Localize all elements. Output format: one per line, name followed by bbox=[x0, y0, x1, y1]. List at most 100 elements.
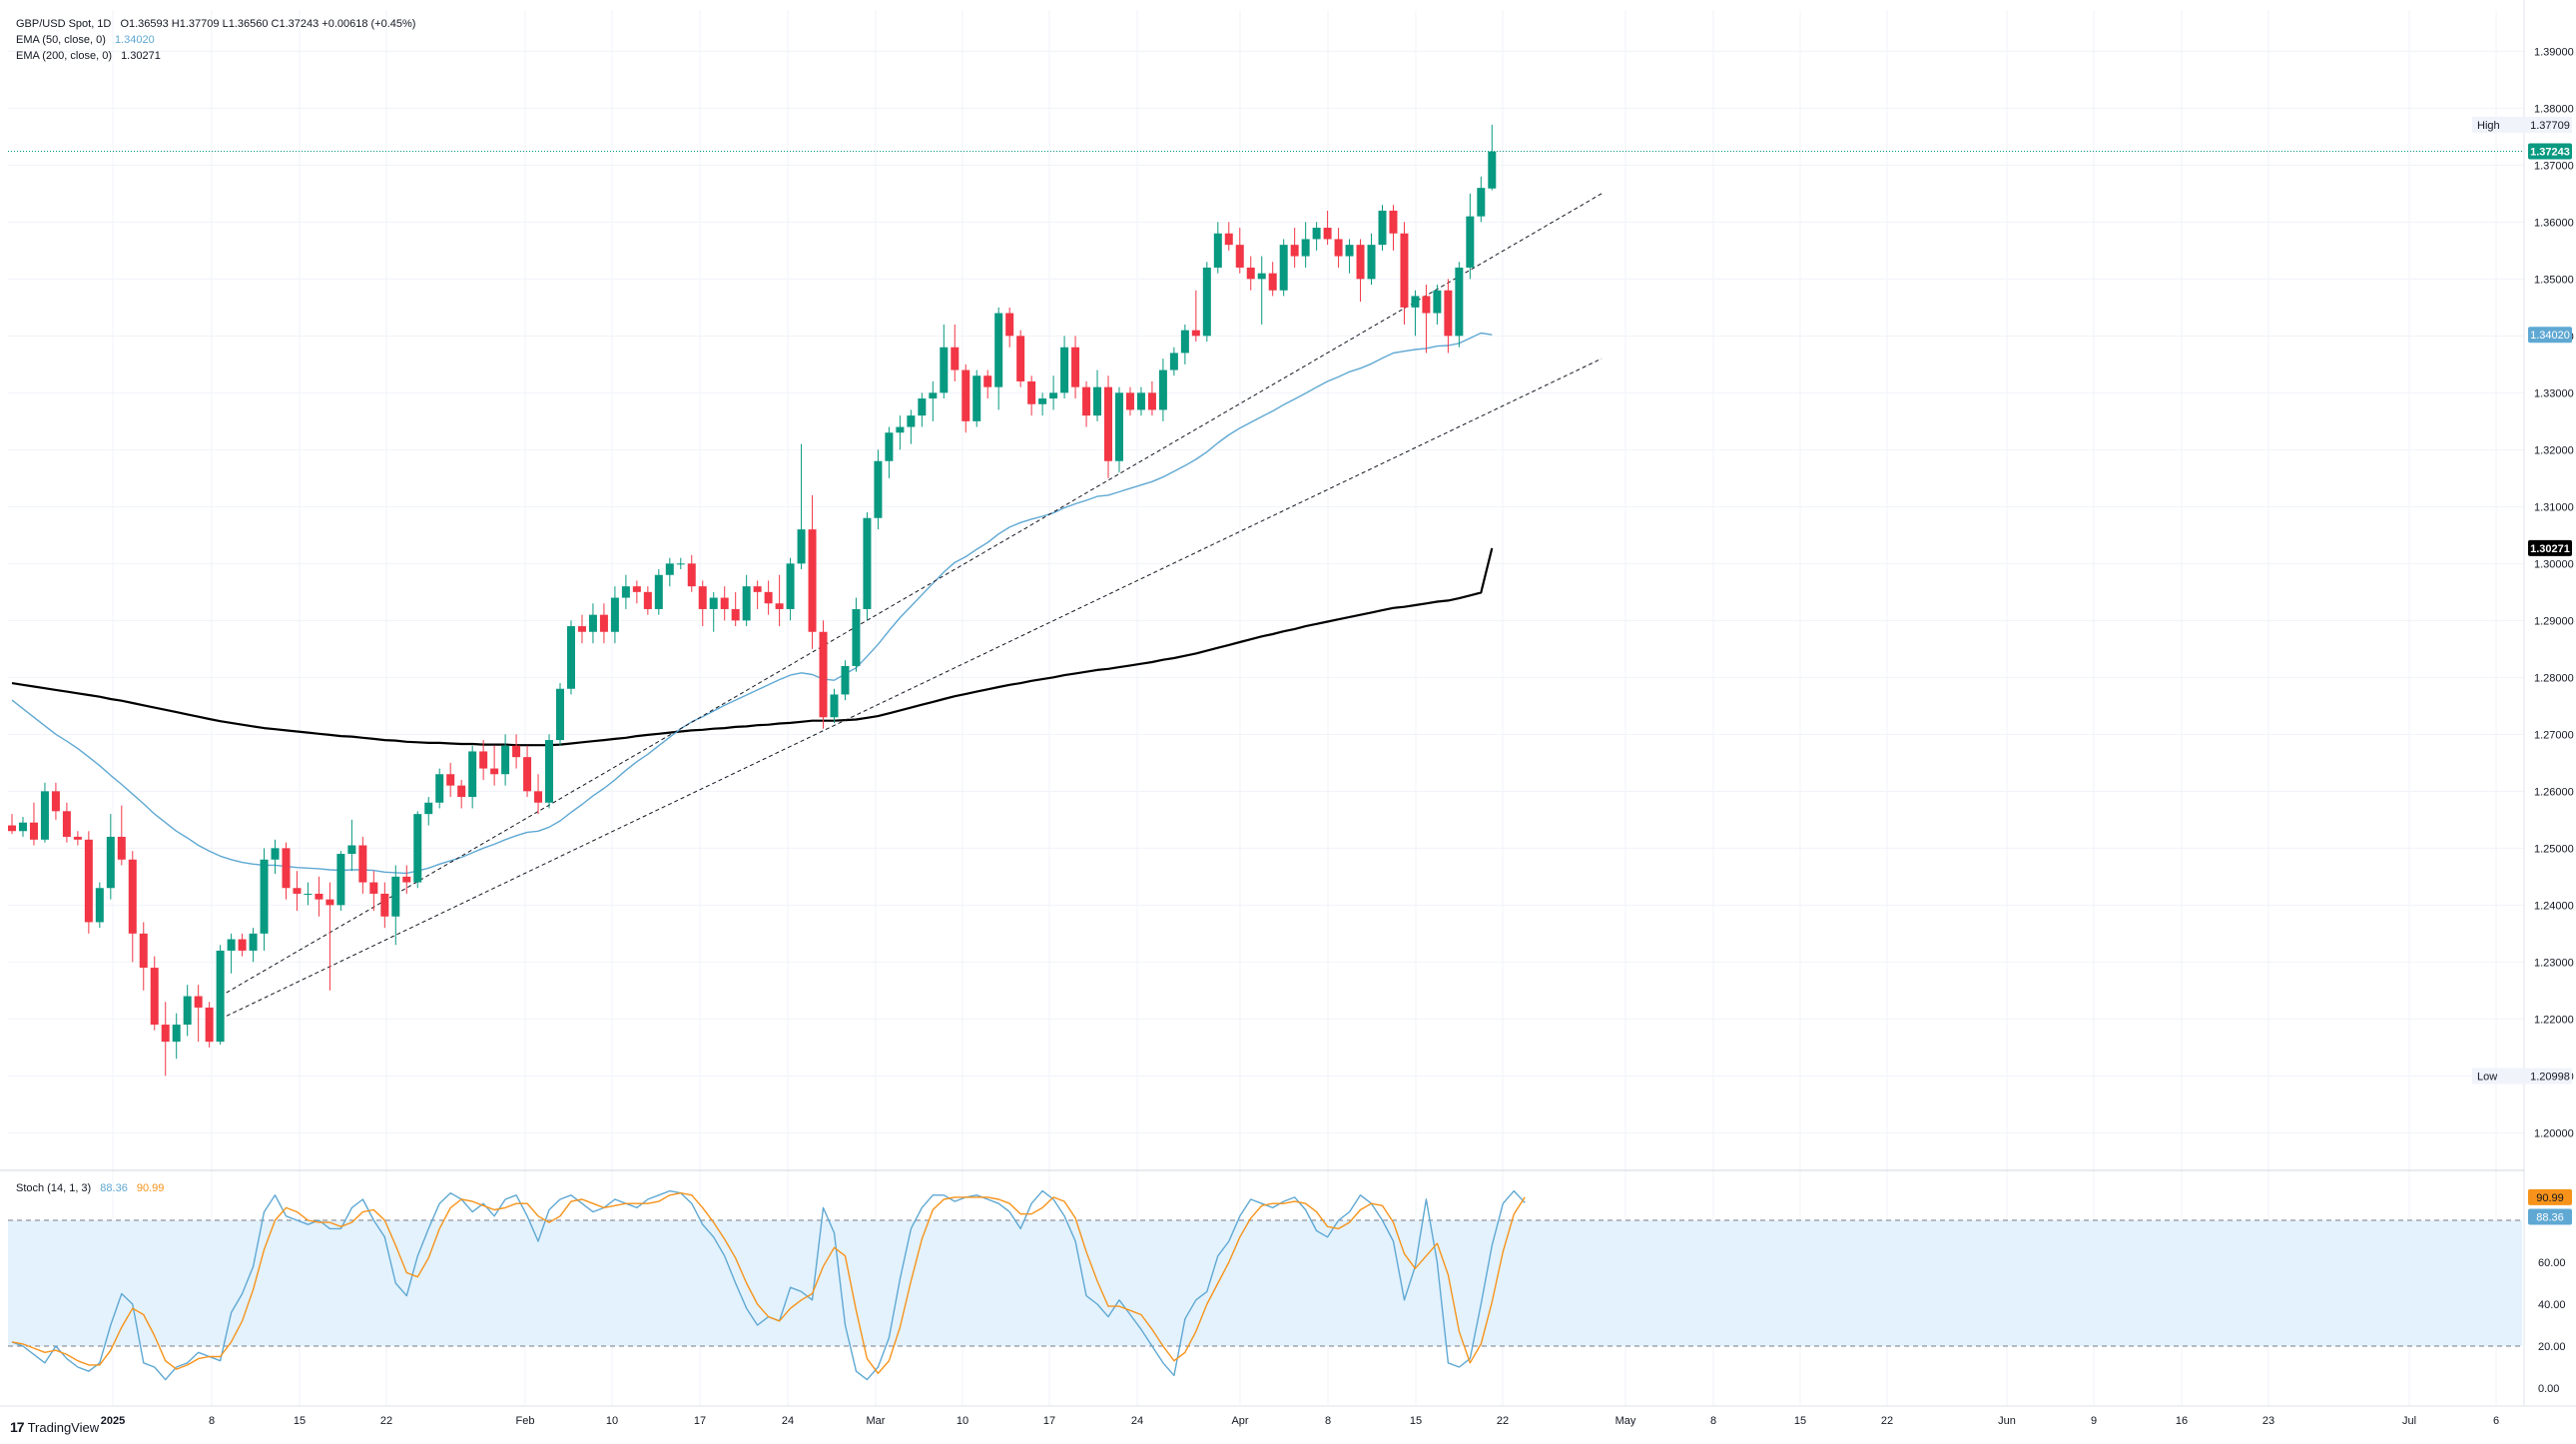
time-tick-label: 8 bbox=[1325, 1415, 1331, 1427]
candle-body bbox=[731, 608, 740, 621]
candle-body bbox=[1125, 392, 1134, 410]
candle-body bbox=[402, 876, 411, 883]
candle bbox=[534, 774, 543, 815]
candle bbox=[896, 415, 905, 450]
price-tick-label: 1.29000 bbox=[2534, 615, 2574, 627]
candle-body bbox=[599, 614, 608, 632]
candle-body bbox=[479, 751, 488, 769]
candle-body bbox=[391, 876, 400, 917]
ema200-value: 1.30271 bbox=[121, 50, 161, 62]
stoch-d-path bbox=[11, 1191, 1526, 1375]
ema50-label: EMA (50, close, 0) bbox=[16, 34, 106, 46]
candle bbox=[106, 814, 115, 900]
candle bbox=[1038, 392, 1047, 416]
candle-body bbox=[73, 836, 82, 840]
price-tick-label: 1.23000 bbox=[2534, 957, 2574, 969]
time-tick-label: Apr bbox=[1231, 1415, 1248, 1427]
time-tick-label: 15 bbox=[1410, 1415, 1422, 1427]
candle-body bbox=[830, 694, 839, 718]
candle bbox=[304, 882, 313, 906]
candle bbox=[676, 557, 685, 570]
candle bbox=[84, 831, 93, 934]
candle bbox=[468, 745, 477, 809]
candle-body bbox=[183, 996, 192, 1026]
price-tick-label: 1.30000 bbox=[2534, 558, 2574, 570]
candle-body bbox=[753, 586, 762, 592]
ema-50-line bbox=[11, 332, 1493, 875]
trendlines[interactable] bbox=[220, 193, 1603, 1020]
time-tick-label: Feb bbox=[516, 1415, 535, 1427]
candle bbox=[929, 380, 938, 421]
candle bbox=[1400, 222, 1409, 325]
candle-body bbox=[808, 529, 817, 632]
candle bbox=[523, 745, 532, 798]
ema200-badge: 1.30271 bbox=[2530, 543, 2570, 555]
candle bbox=[1082, 380, 1091, 427]
candle bbox=[457, 779, 466, 809]
candle-body bbox=[424, 802, 433, 815]
symbol-legend: GBP/USD Spot, 1D O1.36593 H1.37709 L1.36… bbox=[16, 16, 421, 32]
candle bbox=[1224, 222, 1233, 251]
candle bbox=[753, 580, 762, 609]
candle bbox=[632, 580, 641, 604]
candle-body bbox=[962, 369, 970, 421]
candle bbox=[1477, 176, 1486, 223]
candle bbox=[1301, 222, 1310, 268]
candle bbox=[95, 882, 104, 929]
candle-body bbox=[1477, 188, 1486, 217]
candles[interactable] bbox=[8, 124, 1497, 1077]
candle-body bbox=[918, 398, 927, 416]
candle bbox=[874, 449, 883, 530]
price-badges: High 1.37709 Low 1.20998 1.37243 1.34020 1.302… bbox=[2472, 116, 2572, 1225]
stoch-k-value: 88.36 bbox=[100, 1182, 128, 1194]
candle bbox=[654, 569, 663, 615]
candle-body bbox=[676, 563, 685, 565]
candle bbox=[194, 985, 203, 1043]
candle bbox=[73, 831, 82, 846]
time-tick-label: 22 bbox=[1881, 1415, 1893, 1427]
candle bbox=[1071, 336, 1080, 399]
price-tick-label: 1.26000 bbox=[2534, 786, 2574, 798]
tradingview-brand[interactable]: 17 TradingView bbox=[10, 1419, 99, 1435]
candle bbox=[698, 580, 707, 627]
candle-body bbox=[1422, 296, 1431, 314]
time-tick-label: 8 bbox=[209, 1415, 215, 1427]
candle bbox=[610, 586, 619, 644]
candle-body bbox=[347, 845, 356, 855]
candle-body bbox=[698, 586, 707, 609]
candle-body bbox=[610, 597, 619, 632]
candle bbox=[797, 443, 806, 570]
candle-body bbox=[545, 740, 554, 803]
candle-body bbox=[95, 888, 104, 923]
candle-body bbox=[1312, 228, 1321, 240]
candle-body bbox=[293, 888, 302, 894]
candle-body bbox=[1235, 245, 1244, 268]
candle bbox=[1488, 124, 1497, 191]
candle-body bbox=[654, 574, 663, 609]
candle bbox=[720, 586, 729, 621]
candle-body bbox=[271, 848, 280, 860]
stoch-k-badge-bg bbox=[2528, 1208, 2572, 1225]
candle-body bbox=[588, 614, 597, 632]
price-tick-label: 1.33000 bbox=[2534, 387, 2574, 399]
candle bbox=[709, 591, 718, 632]
candle-body bbox=[161, 1025, 170, 1043]
candle bbox=[117, 805, 126, 866]
candle-body bbox=[238, 939, 247, 951]
candle-body bbox=[336, 854, 345, 906]
candle bbox=[369, 871, 378, 912]
candle bbox=[424, 797, 433, 826]
candle bbox=[139, 922, 148, 991]
candle-body bbox=[1279, 245, 1288, 291]
candle bbox=[808, 494, 817, 649]
candle bbox=[216, 945, 225, 1045]
last-price-badge: 1.37243 bbox=[2530, 146, 2570, 158]
candle bbox=[347, 819, 356, 872]
candle-body bbox=[249, 933, 258, 951]
candle bbox=[1104, 375, 1112, 478]
candle-body bbox=[1191, 330, 1200, 337]
candle bbox=[1049, 375, 1058, 410]
candle-body bbox=[205, 1007, 214, 1043]
candle bbox=[40, 782, 49, 843]
